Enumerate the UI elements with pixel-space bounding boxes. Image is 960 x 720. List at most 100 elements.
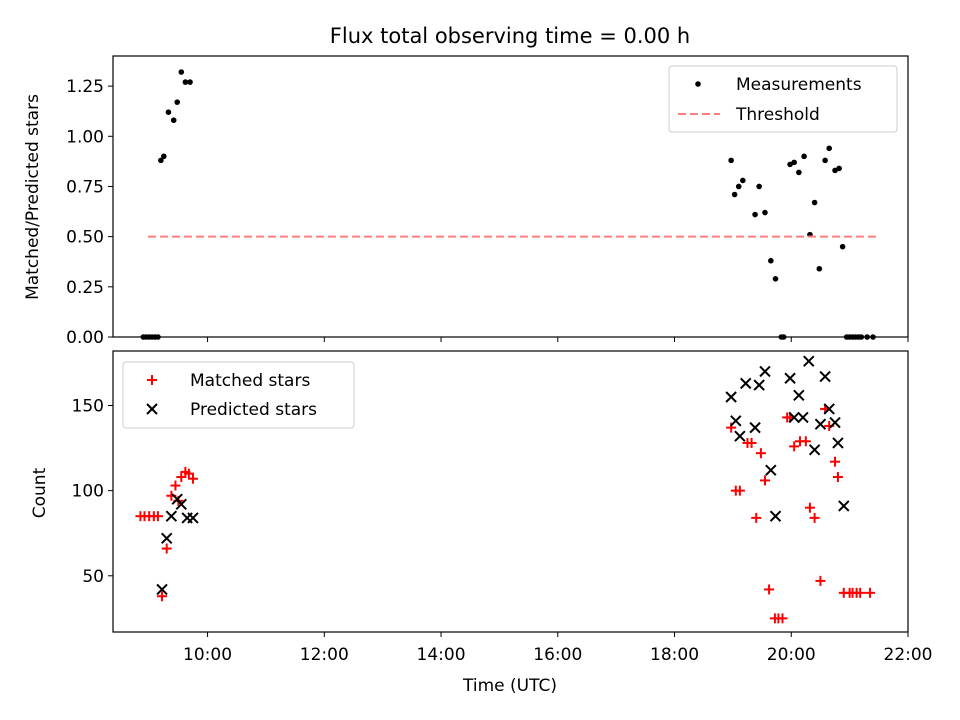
top-legend-frame: [668, 65, 898, 133]
legend-predicted-label: Predicted stars: [190, 400, 317, 420]
bottom-legend: Matched stars Predicted stars: [122, 361, 355, 429]
predicted-star-point: [725, 391, 737, 403]
predicted-star-point: [759, 365, 771, 378]
measurement-point: [811, 199, 818, 206]
measurement-point: [836, 165, 842, 172]
bottom-x-tick-label: 12:00: [300, 645, 349, 665]
measurement-point: [731, 191, 738, 198]
measurement-point: [768, 257, 774, 264]
measurement-point: [182, 79, 189, 85]
top-y-tick-label: 1.00: [66, 127, 104, 147]
predicted-star-point: [749, 421, 761, 434]
measurement-point: [822, 157, 828, 164]
predicted-star-point: [829, 416, 841, 429]
measurement-point: [801, 153, 807, 160]
bottom-x-tick-label: 10:00: [183, 645, 232, 665]
top-axes-frame: [112, 55, 909, 338]
bottom-series-predicted-stars: [156, 355, 850, 596]
bottom-y-axis-label: Count: [30, 467, 50, 518]
predicted-star-point: [803, 355, 815, 367]
measurement-point: [187, 79, 193, 85]
predicted-star-point: [734, 430, 746, 442]
measurement-point: [170, 117, 177, 124]
matched-star-point: [152, 511, 163, 522]
legend-measurements-label: Measurements: [736, 75, 862, 95]
predicted-star-point: [753, 379, 765, 391]
bottom-x-tick-label: 20:00: [767, 645, 816, 665]
predicted-star-point: [769, 510, 782, 522]
chart-title: Flux total observing time = 0.00 h: [330, 24, 690, 48]
predicted-star-point: [165, 510, 178, 522]
bottom-panel: 50 100 150 10:00 12:00 14:00 16:00 18:00 20:00 22…: [72, 350, 933, 665]
predicted-star-point: [814, 418, 827, 430]
matched-star-point: [161, 543, 172, 554]
predicted-star-point: [797, 411, 809, 424]
bottom-x-tick-label: 14:00: [417, 645, 466, 665]
predicted-star-point: [793, 389, 805, 401]
measurement-point: [178, 69, 185, 75]
matched-star-point: [832, 472, 843, 483]
bottom-x-tick-label: 16:00: [533, 645, 582, 665]
matched-star-point: [804, 502, 815, 513]
measurement-point: [791, 159, 797, 166]
predicted-star-point: [838, 500, 850, 512]
matched-star-point: [187, 473, 198, 484]
measurement-point: [174, 99, 181, 105]
legend-matched-marker: [147, 375, 157, 385]
predicted-star-point: [765, 464, 777, 476]
matched-star-point: [855, 587, 866, 598]
predicted-star-point: [784, 372, 796, 384]
legend-predicted-marker: [146, 403, 158, 415]
measurement-point: [772, 275, 779, 282]
top-y-tick-label: 0.25: [66, 278, 104, 298]
legend-measurements-marker: [695, 81, 701, 87]
top-y-axis-label: Matched/Predicted stars: [23, 94, 43, 300]
bottom-x-tick-label: 18:00: [650, 645, 699, 665]
matched-star-point: [830, 456, 841, 467]
measurement-point: [752, 211, 758, 218]
matched-star-point: [865, 587, 876, 598]
predicted-star-point: [156, 583, 168, 596]
legend-threshold-label: Threshold: [735, 105, 820, 125]
predicted-star-point: [160, 532, 173, 545]
predicted-star-point: [175, 498, 188, 510]
matched-star-point: [777, 613, 788, 624]
bottom-axes-frame: [112, 350, 909, 633]
predicted-star-point: [788, 411, 800, 424]
matched-star-point: [800, 436, 811, 447]
predicted-star-point: [832, 437, 844, 449]
bottom-x-tick-label: 22:00: [884, 645, 933, 665]
measurement-point: [165, 109, 172, 115]
bottom-y-tick-label: 150: [72, 396, 104, 416]
matched-star-point: [764, 584, 775, 595]
predicted-star-point: [819, 370, 831, 383]
predicted-star-point: [823, 403, 835, 415]
measurement-point: [735, 183, 742, 190]
bottom-legend-frame: [122, 361, 355, 429]
matched-star-point: [759, 475, 770, 486]
top-y-tick-label: 0.50: [66, 228, 104, 248]
matched-star-point: [176, 472, 187, 483]
measurement-point: [762, 209, 768, 216]
predicted-star-point: [808, 444, 821, 456]
measurement-point: [826, 145, 833, 152]
top-y-tick-label: 0.00: [66, 328, 104, 348]
legend-matched-label: Matched stars: [190, 371, 310, 391]
top-legend: Measurements Threshold: [668, 65, 898, 133]
measurement-point: [839, 243, 846, 250]
matched-star-point: [809, 512, 820, 523]
top-series-measurements: [140, 69, 876, 340]
x-axis-label: Time (UTC): [462, 676, 557, 696]
predicted-star-point: [187, 512, 199, 524]
matched-star-point: [789, 441, 800, 452]
measurement-point: [756, 183, 762, 190]
matched-star-point: [746, 437, 757, 448]
top-y-tick-label: 0.75: [66, 177, 104, 197]
measurement-point: [816, 265, 823, 272]
measurement-point: [160, 153, 167, 160]
matched-star-point: [734, 485, 745, 496]
measurement-point: [158, 157, 164, 164]
top-panel: 0.00 0.25 0.50 0.75 1.00 1.25: [66, 55, 909, 348]
matched-star-point: [751, 512, 762, 523]
